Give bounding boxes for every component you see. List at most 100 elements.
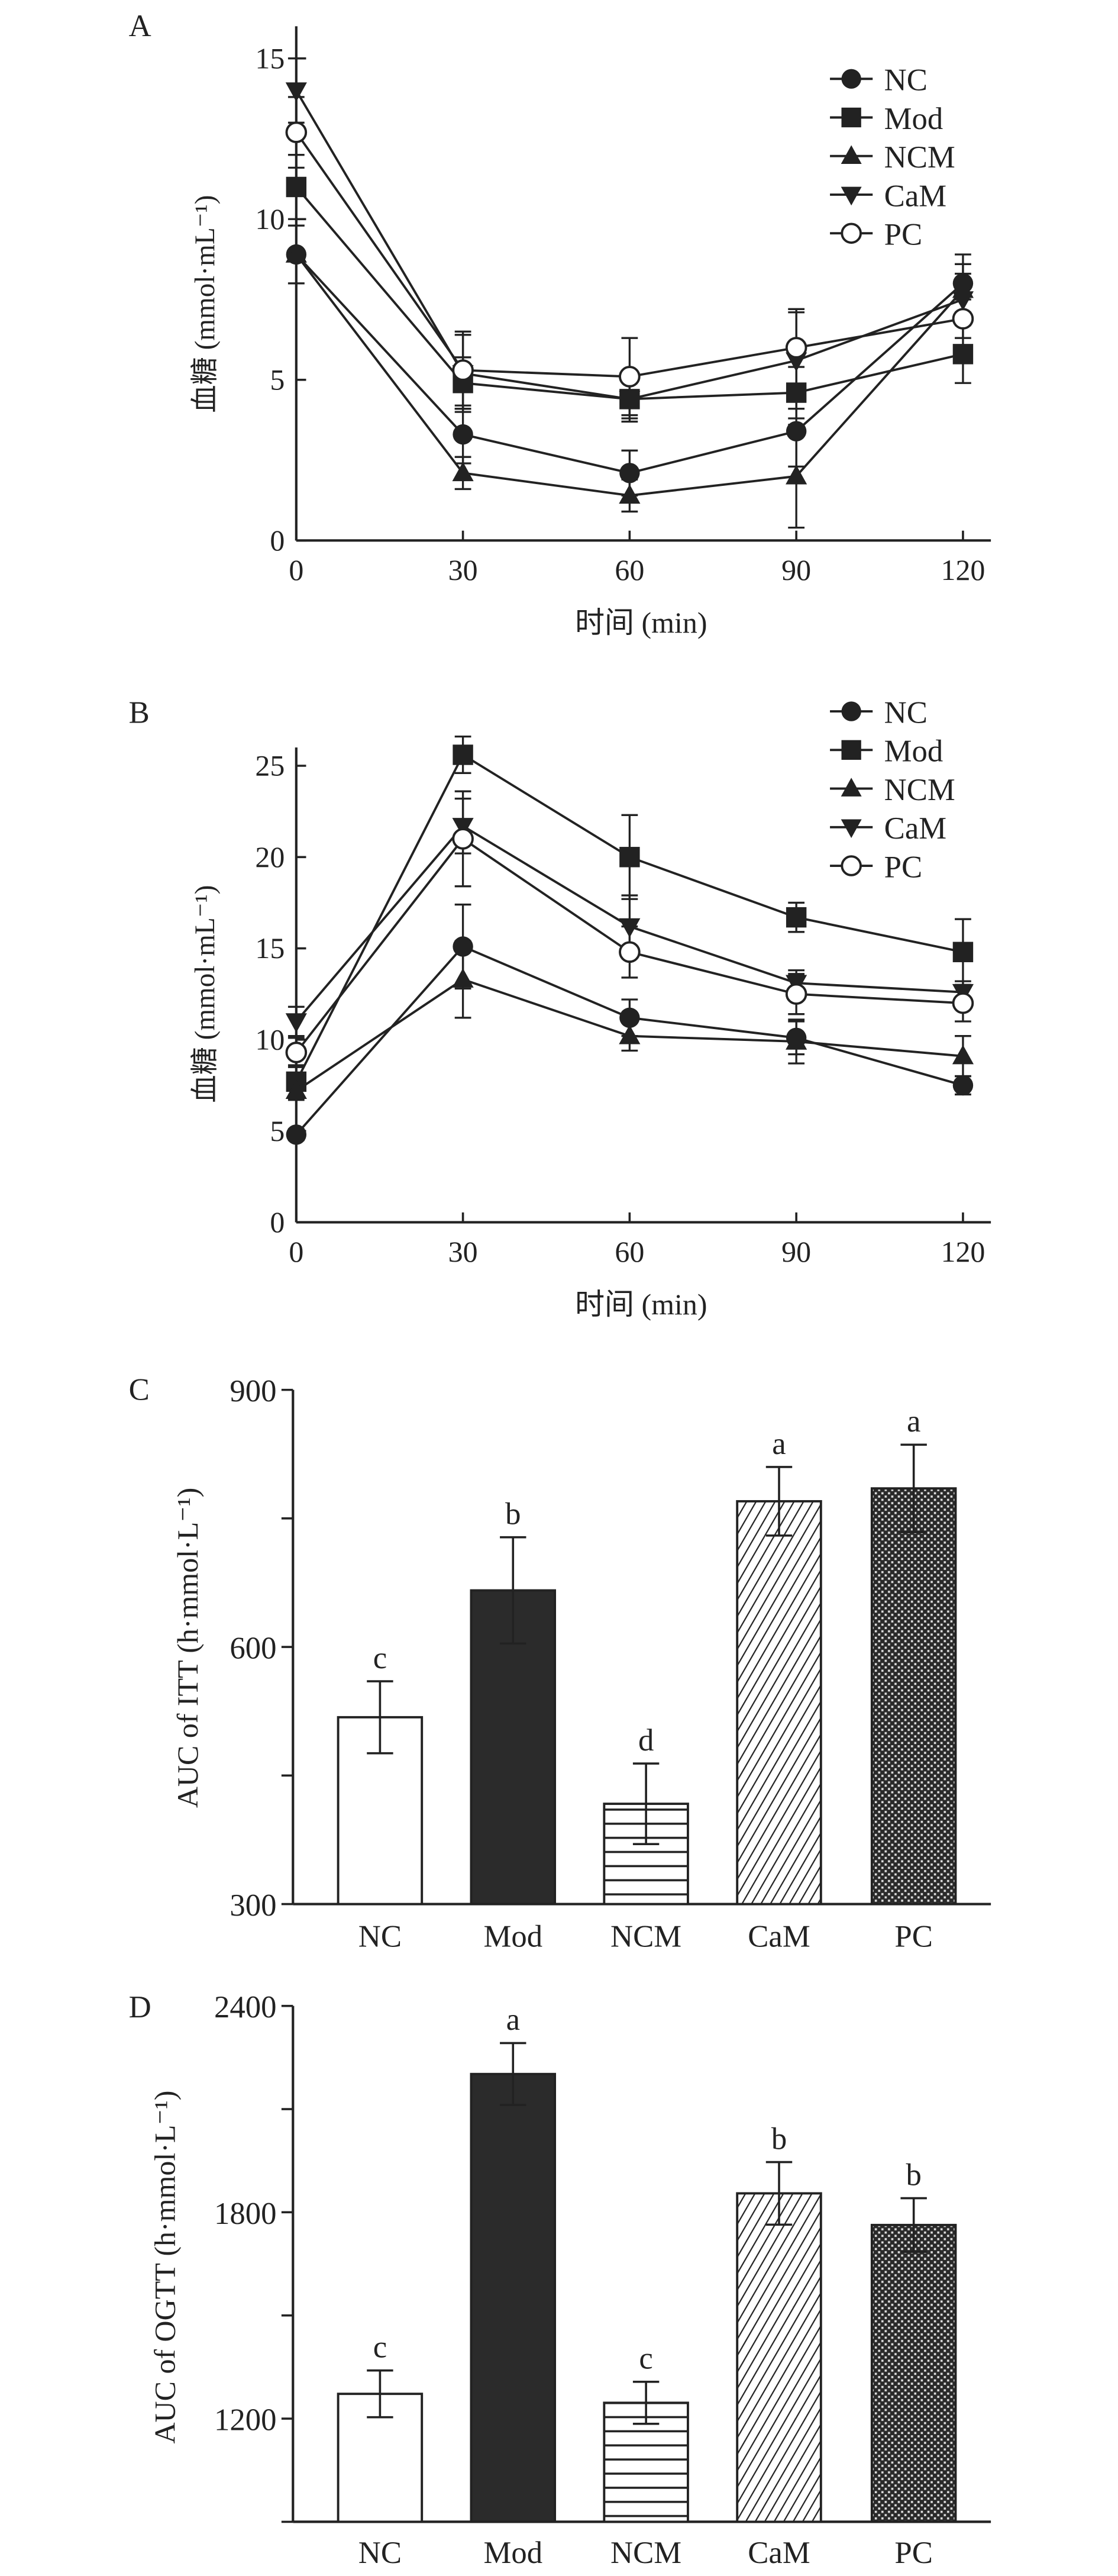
bar-group-nc: c NC	[337, 1641, 424, 1954]
data-point	[952, 942, 974, 962]
x-tick-label: CaM	[748, 2536, 810, 2570]
x-tick-label: 120	[941, 553, 985, 586]
data-point	[285, 1042, 308, 1063]
legend-marker	[841, 186, 862, 206]
x-tick-label: PC	[894, 2536, 933, 2570]
legend-item-nc: NC	[830, 696, 928, 730]
y-axis-label: 血糖 (mmol·mL⁻¹)	[190, 885, 221, 1103]
data-point	[286, 176, 307, 198]
legend-item-mod: Mod	[830, 734, 943, 769]
legend-item-cam: CaM	[830, 179, 946, 213]
data-point	[619, 941, 641, 963]
panel-label: A	[129, 9, 151, 43]
y-tick-label: 15	[255, 931, 285, 965]
data-point	[786, 465, 807, 485]
legend-marker	[841, 701, 861, 721]
legend-label: CaM	[884, 179, 946, 213]
x-axis-label: 时间 (min)	[575, 606, 707, 639]
data-point	[786, 907, 807, 928]
x-tick-label: 120	[941, 1235, 985, 1268]
data-point	[619, 484, 641, 504]
significance-label: c	[639, 2342, 652, 2376]
y-tick-label: 300	[230, 1888, 276, 1923]
x-tick-label: 30	[448, 1235, 478, 1268]
series-pc	[285, 96, 974, 417]
x-tick-label: PC	[894, 1920, 933, 1954]
bar-group-mod: a Mod	[470, 2003, 557, 2570]
legend-marker	[841, 69, 861, 89]
y-tick-label: 2400	[214, 1990, 276, 2024]
legend-item-ncm: NCM	[830, 140, 955, 175]
data-point	[619, 463, 640, 483]
y-tick-label: 5	[270, 1114, 285, 1147]
y-tick-label: 10	[255, 202, 285, 236]
series-ncm	[285, 224, 974, 529]
data-point	[619, 1007, 640, 1029]
legend-marker	[841, 223, 862, 244]
x-tick-label: 60	[615, 1235, 644, 1268]
legend-label: NC	[884, 696, 928, 730]
y-axis-label: 血糖 (mmol·mL⁻¹)	[190, 195, 221, 413]
series-pc	[285, 790, 974, 1068]
bar-group-pc: a PC	[870, 1404, 957, 1954]
significance-label: c	[373, 1641, 387, 1675]
data-point	[785, 337, 807, 359]
legend-label: NCM	[884, 773, 955, 807]
x-tick-label: Mod	[483, 2536, 542, 2570]
data-point	[452, 462, 474, 482]
legend-marker	[841, 855, 862, 876]
x-tick-label: 90	[781, 553, 811, 586]
panel-label: C	[129, 1372, 150, 1407]
legend-marker	[841, 107, 861, 128]
significance-label: a	[772, 1427, 786, 1461]
data-point	[452, 828, 474, 850]
bar	[470, 2072, 557, 2523]
x-tick-label: NC	[358, 2536, 402, 2570]
bar	[736, 2192, 822, 2523]
bar-group-mod: b Mod	[470, 1497, 557, 1954]
panel-label: B	[129, 696, 150, 730]
data-point	[452, 359, 474, 381]
bar-group-cam: a CaM	[736, 1427, 822, 1954]
significance-label: b	[771, 2122, 787, 2156]
bar-group-nc: c NC	[337, 2330, 424, 2570]
panel-d-auc-ogtt-bar-chart: D AUC of OGTT (h·mmol·L⁻¹) 1200 1800 2400 c…	[129, 1990, 991, 2570]
x-tick-label: 0	[289, 1235, 303, 1268]
y-tick-label: 600	[230, 1632, 276, 1666]
x-tick-label: 30	[448, 553, 478, 586]
x-axis-label: 时间 (min)	[575, 1288, 707, 1321]
panel-b-ogtt-line-chart: B 血糖 (mmol·mL⁻¹) 时间 (min) 0 5 10 15 20 25 0 30 6…	[129, 696, 991, 1321]
y-tick-label: 1200	[214, 2403, 276, 2437]
bar	[870, 2223, 957, 2523]
y-axis-label: AUC of OGTT (h·mmol·L⁻¹)	[148, 2091, 181, 2444]
x-tick-label: NCM	[610, 2536, 681, 2570]
panel-a-itt-line-chart: A 血糖 (mmol·mL⁻¹) 时间 (min) 0 5 10 15 0 30 60 90 1…	[129, 9, 991, 639]
legend-label: Mod	[884, 102, 943, 136]
data-point	[952, 992, 974, 1014]
legend-marker	[841, 778, 862, 797]
data-point	[952, 308, 974, 330]
data-point	[286, 1124, 307, 1145]
bar-group-ncm: d NCM	[603, 1723, 689, 1954]
data-point	[452, 968, 474, 988]
significance-label: a	[907, 1404, 920, 1439]
data-point	[952, 344, 974, 365]
legend-marker	[841, 145, 862, 165]
legend: NC Mod NCM CaM PC	[830, 63, 955, 252]
y-tick-label: 25	[255, 749, 285, 782]
y-tick-label: 1800	[214, 2197, 276, 2231]
x-tick-label: 60	[615, 553, 644, 586]
x-tick-label: Mod	[483, 1920, 542, 1954]
bar-group-cam: b CaM	[736, 2122, 822, 2570]
data-point	[786, 1030, 807, 1050]
legend-item-mod: Mod	[830, 102, 943, 136]
y-tick-label: 0	[270, 524, 285, 557]
data-point	[619, 1024, 641, 1044]
plot-area: 0 5 10 15 0 30 60 90 120	[255, 26, 991, 586]
y-tick-label: 0	[270, 1205, 285, 1239]
x-tick-label: 90	[781, 1235, 811, 1268]
bar	[870, 1487, 957, 1906]
x-tick-label: NC	[358, 1920, 402, 1954]
y-tick-label: 900	[230, 1374, 276, 1408]
bar-group-ncm: c NCM	[603, 2342, 689, 2570]
